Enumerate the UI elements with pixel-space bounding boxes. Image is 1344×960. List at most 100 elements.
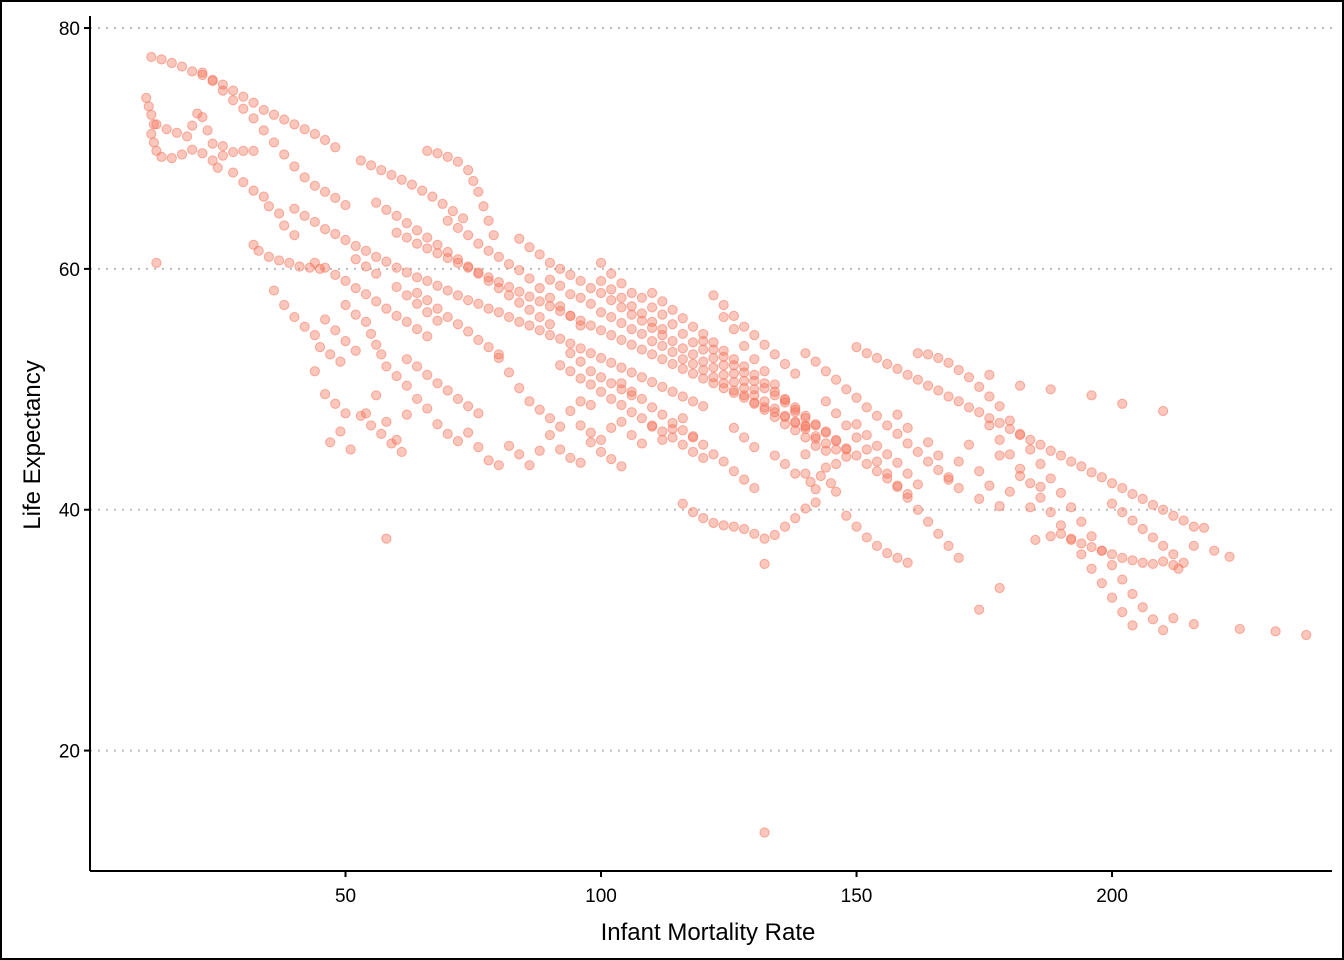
data-point (851, 450, 862, 461)
data-point (667, 319, 678, 330)
data-point (687, 337, 699, 348)
data-point (779, 521, 791, 532)
data-point (616, 362, 627, 373)
data-point (197, 67, 208, 78)
data-point (606, 422, 617, 433)
data-point (207, 75, 218, 87)
data-point (565, 348, 576, 359)
data-point (994, 434, 1005, 445)
data-point (800, 432, 811, 443)
data-point (912, 446, 923, 458)
data-point (391, 281, 402, 293)
data-point (1076, 516, 1087, 527)
data-point (759, 339, 770, 350)
data-point (933, 450, 944, 461)
data-point (902, 422, 913, 433)
data-point (452, 319, 464, 330)
data-point (943, 357, 954, 368)
data-point (151, 257, 162, 268)
data-point (585, 437, 596, 448)
data-point (141, 92, 152, 103)
data-point (411, 393, 423, 405)
data-point (820, 438, 831, 449)
data-point (544, 429, 556, 441)
data-point (1117, 552, 1128, 564)
data-point (422, 307, 433, 318)
data-point (1066, 502, 1077, 513)
data-point (974, 381, 985, 393)
data-point (340, 199, 351, 211)
data-point (677, 363, 688, 374)
data-point (1045, 473, 1056, 484)
data-point (248, 185, 259, 196)
data-point (667, 358, 678, 370)
data-point (851, 521, 862, 532)
data-point (263, 201, 274, 212)
data-point (1106, 560, 1118, 571)
data-point (565, 289, 576, 300)
data-point (442, 215, 453, 226)
data-point (718, 311, 729, 323)
data-point (892, 409, 903, 420)
data-point (912, 479, 923, 490)
data-point (769, 379, 780, 390)
data-point (963, 439, 975, 450)
data-point (350, 345, 361, 356)
data-point (779, 410, 791, 421)
data-point (718, 299, 729, 311)
data-point (401, 409, 412, 420)
data-point (319, 186, 331, 197)
data-point (555, 280, 566, 291)
data-point (708, 449, 719, 460)
data-point (882, 420, 893, 431)
data-point (769, 411, 780, 423)
data-point (187, 66, 198, 77)
data-point (1178, 557, 1189, 568)
data-point (667, 432, 678, 443)
data-point (933, 385, 944, 396)
data-point (330, 142, 341, 153)
data-point (1106, 478, 1118, 489)
data-point (718, 351, 729, 362)
data-point (350, 240, 361, 252)
data-point (437, 198, 448, 209)
data-point (708, 372, 719, 383)
data-point (1270, 626, 1281, 637)
data-point (994, 401, 1005, 412)
data-point (1086, 563, 1097, 574)
data-point (432, 148, 443, 159)
data-point (187, 120, 198, 131)
data-point (299, 172, 310, 183)
data-point (146, 128, 157, 140)
data-point (1168, 560, 1179, 571)
data-point (830, 486, 842, 497)
data-point (432, 315, 443, 326)
data-point (1004, 486, 1015, 497)
data-point (616, 317, 627, 329)
data-point (871, 410, 883, 421)
data-point (202, 125, 213, 136)
data-point (902, 468, 913, 479)
data-point (148, 137, 159, 148)
data-point (371, 296, 382, 307)
data-point (422, 331, 433, 342)
data-point (1004, 423, 1015, 435)
data-point (575, 275, 586, 287)
data-point (657, 354, 668, 365)
data-point (647, 349, 658, 360)
data-point (667, 336, 678, 347)
data-point (325, 349, 336, 360)
data-point (345, 444, 356, 455)
data-point (1076, 549, 1087, 560)
data-point (626, 386, 637, 397)
data-point (657, 323, 668, 335)
data-point (314, 342, 326, 353)
data-point (330, 325, 341, 336)
data-point (1045, 384, 1056, 395)
data-point (585, 283, 596, 294)
data-point (514, 233, 525, 244)
data-point (902, 438, 913, 449)
data-point (350, 283, 361, 294)
data-point (463, 326, 474, 337)
data-point (417, 185, 428, 196)
